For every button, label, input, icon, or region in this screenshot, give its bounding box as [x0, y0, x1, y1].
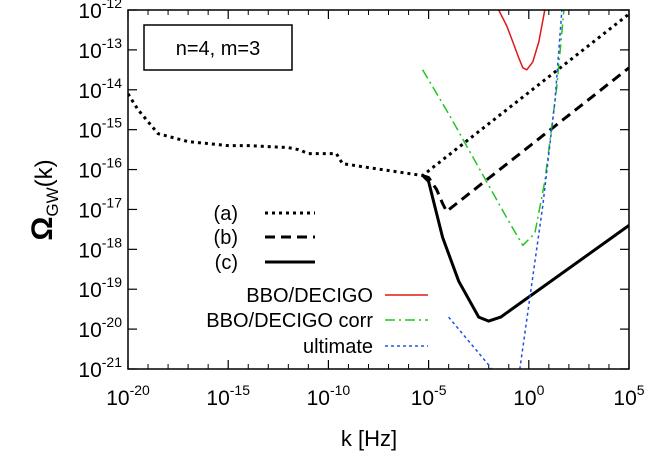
- y-tick-label: 10-18: [78, 234, 122, 262]
- legend-label: BBO/DECIGO: [246, 285, 373, 307]
- y-tick-label: 10-19: [78, 274, 122, 302]
- legend-label: (a): [214, 203, 238, 225]
- y-tick-label: 10-13: [78, 35, 122, 63]
- series-line-bbo-decigo: [498, 10, 546, 71]
- series-line-ultimate-branch: [519, 10, 563, 369]
- y-tick-label: 10-21: [78, 354, 122, 382]
- y-axis-label-suffix: (k): [31, 159, 58, 187]
- y-axis-label-main: Ω: [26, 217, 59, 241]
- x-tick-label: 100: [513, 382, 544, 410]
- legend-label: ultimate: [303, 336, 373, 358]
- series-line-b: [422, 66, 629, 213]
- series-line-ultimate: [448, 316, 493, 369]
- y-axis-label: ΩGW(k): [26, 159, 62, 240]
- series-line-bbo-decigo-corr: [421, 10, 565, 247]
- legend-label: (c): [215, 252, 238, 274]
- y-tick-label: 10-12: [78, 0, 122, 23]
- ticks-layer: 10-20 10-15 10-10 10-5 100 105 10-12 10-13 10-14…: [78, 0, 644, 410]
- series-line-c: [421, 174, 629, 323]
- y-tick-label: 10-16: [78, 155, 122, 183]
- x-tick-label: 10-15: [206, 382, 250, 410]
- legend-label: (b): [214, 227, 238, 249]
- x-tick-label: 10-10: [307, 382, 351, 410]
- y-axis-label-sub: GW: [43, 187, 62, 216]
- x-tick-label: 105: [613, 382, 644, 410]
- y-tick-label: 10-15: [78, 115, 122, 143]
- y-tick-label: 10-17: [78, 194, 122, 222]
- annotation-frame: [143, 24, 293, 71]
- x-tick-label: 10-5: [411, 382, 447, 410]
- x-axis-label: k [Hz]: [341, 426, 397, 451]
- x-tick-label: 10-20: [106, 382, 150, 410]
- annotation-box: n=4, m=3: [143, 24, 293, 71]
- svg-text:ΩGW(k): ΩGW(k): [26, 159, 62, 240]
- plot-frame: [127, 9, 630, 370]
- series-layer: [128, 10, 629, 369]
- legend-label: BBO/DECIGO corr: [206, 310, 373, 332]
- legend: (a)(b) (c) BBO/DECIGO BBO/DECIGO corr ultima…: [206, 203, 428, 358]
- annotation-text: n=4, m=3: [176, 38, 261, 60]
- y-tick-label: 10-20: [78, 314, 122, 342]
- series-line-a: [128, 12, 629, 177]
- y-tick-label: 10-14: [78, 75, 122, 103]
